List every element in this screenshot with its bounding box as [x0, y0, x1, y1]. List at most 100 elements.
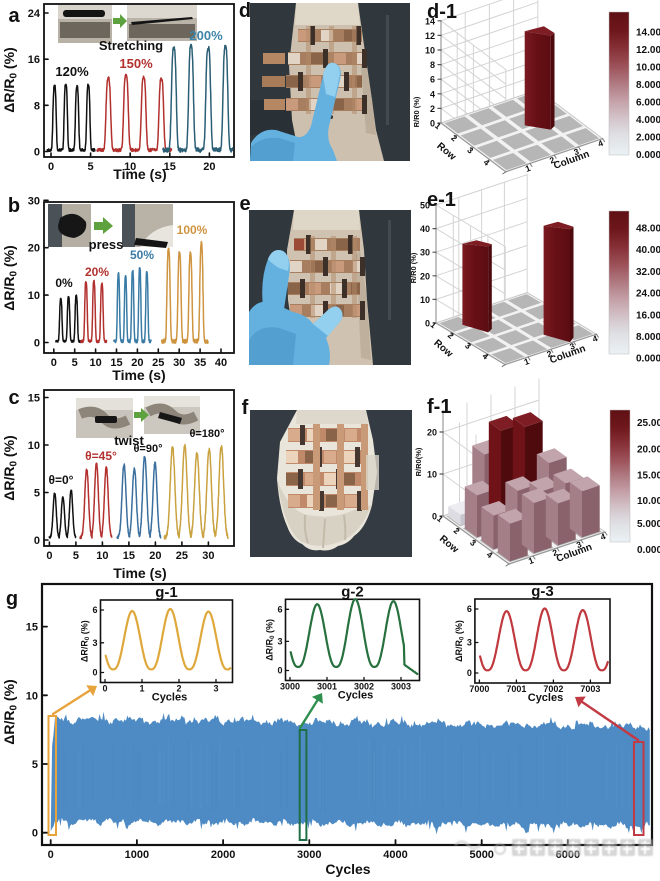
svg-text:40: 40 [420, 224, 430, 234]
svg-text:3: 3 [572, 146, 580, 157]
svg-text:b: b [8, 195, 20, 217]
svg-text:0: 0 [277, 666, 282, 676]
svg-text:15.00: 15.00 [637, 470, 660, 481]
svg-text:2: 2 [545, 348, 553, 359]
svg-text:2000: 2000 [211, 849, 235, 861]
svg-text:4: 4 [597, 138, 605, 149]
svg-text:R/R0(%): R/R0(%) [414, 447, 423, 476]
svg-text:35: 35 [194, 357, 206, 369]
svg-text:15: 15 [26, 622, 38, 634]
svg-text:10: 10 [124, 161, 136, 173]
svg-text:c: c [8, 387, 19, 409]
svg-text:e-1: e-1 [427, 189, 456, 211]
svg-text:0: 0 [92, 668, 97, 678]
svg-text:d-1: d-1 [427, 1, 457, 23]
svg-text:3003: 3003 [391, 682, 411, 692]
svg-text:10: 10 [89, 357, 101, 369]
svg-text:2: 2 [449, 133, 459, 144]
svg-text:25.00: 25.00 [637, 418, 660, 429]
svg-text:8.000: 8.000 [636, 80, 660, 91]
svg-text:d: d [239, 0, 251, 22]
svg-text:Cycles: Cycles [528, 692, 563, 704]
svg-text:3000: 3000 [280, 682, 300, 692]
svg-text:Cycles: Cycles [325, 861, 370, 877]
svg-text:ΔR/R0 (%): ΔR/R0 (%) [80, 620, 92, 662]
svg-text:ΔR/R0 (%): ΔR/R0 (%) [265, 619, 277, 661]
svg-text:0%: 0% [55, 276, 73, 290]
svg-text:10: 10 [420, 295, 430, 305]
svg-text:20: 20 [427, 428, 437, 438]
svg-text:25: 25 [152, 357, 164, 369]
svg-text:7000: 7000 [469, 684, 489, 694]
svg-text:20: 20 [420, 271, 430, 281]
svg-text:4000: 4000 [383, 849, 407, 861]
svg-text:7002: 7002 [543, 684, 563, 694]
svg-text:15: 15 [28, 393, 40, 405]
svg-text:0.000: 0.000 [636, 354, 660, 365]
svg-text:1: 1 [527, 555, 535, 566]
svg-text:2: 2 [551, 547, 559, 558]
svg-text:R/R0 (%): R/R0 (%) [409, 252, 418, 283]
svg-text:0: 0 [467, 668, 472, 678]
svg-text:20: 20 [28, 243, 40, 255]
svg-text:100%: 100% [177, 223, 208, 237]
svg-text:ΔR/R0 (%): ΔR/R0 (%) [1, 435, 20, 500]
svg-text:3: 3 [463, 340, 473, 351]
svg-text:30: 30 [173, 357, 185, 369]
svg-text:g-3: g-3 [531, 583, 554, 600]
svg-text:30: 30 [420, 248, 430, 258]
svg-text:20: 20 [149, 550, 161, 562]
svg-text:3: 3 [213, 684, 218, 694]
svg-text:0: 0 [48, 161, 54, 173]
svg-text:30: 30 [28, 195, 40, 207]
svg-text:a: a [8, 5, 20, 27]
svg-text:Stretching: Stretching [99, 38, 163, 53]
svg-text:0: 0 [432, 512, 437, 522]
svg-text:ΔR/R0 (%): ΔR/R0 (%) [1, 245, 20, 310]
svg-text:3: 3 [277, 636, 282, 646]
svg-text:3001: 3001 [317, 682, 337, 692]
svg-text:150%: 150% [119, 56, 153, 71]
svg-text:0: 0 [48, 849, 54, 861]
svg-text:20: 20 [131, 357, 143, 369]
svg-text:40: 40 [215, 357, 227, 369]
svg-text:4: 4 [430, 89, 435, 99]
svg-text:5: 5 [73, 550, 79, 562]
svg-text:0: 0 [32, 828, 38, 840]
svg-text:0: 0 [102, 684, 107, 694]
svg-text:6.000: 6.000 [636, 97, 660, 108]
svg-text:7003: 7003 [580, 684, 600, 694]
svg-text:0: 0 [34, 147, 40, 159]
svg-text:ΔR/R0 (%): ΔR/R0 (%) [1, 47, 20, 112]
svg-text:4: 4 [481, 351, 491, 362]
svg-text:40.00: 40.00 [636, 245, 660, 256]
svg-text:120%: 120% [55, 64, 89, 79]
svg-text:Cycles: Cycles [338, 690, 373, 702]
svg-text:f-1: f-1 [427, 396, 451, 418]
svg-text:twist: twist [114, 433, 144, 448]
svg-text:1: 1 [435, 513, 445, 524]
svg-text:20.00: 20.00 [637, 444, 660, 455]
svg-text:3000: 3000 [297, 849, 321, 861]
svg-text:3: 3 [468, 537, 478, 548]
svg-text:1000: 1000 [125, 849, 149, 861]
svg-text:6: 6 [430, 75, 435, 85]
svg-text:10: 10 [26, 690, 38, 702]
svg-text:10: 10 [427, 470, 437, 480]
svg-text:2: 2 [446, 330, 456, 341]
svg-text:6: 6 [92, 605, 97, 615]
svg-text:0: 0 [46, 550, 52, 562]
svg-text:3: 3 [575, 539, 583, 550]
svg-text:θ=0°: θ=0° [49, 473, 74, 487]
svg-text:14.00: 14.00 [636, 27, 660, 38]
svg-text:Time (s): Time (s) [113, 565, 166, 581]
svg-text:2: 2 [452, 525, 462, 536]
svg-text:2: 2 [430, 104, 435, 114]
svg-text:4: 4 [599, 531, 607, 542]
svg-text:ΔR/R0 (%): ΔR/R0 (%) [454, 620, 466, 662]
svg-text:10: 10 [28, 290, 40, 302]
svg-text:15: 15 [164, 161, 176, 173]
svg-text:4: 4 [485, 549, 495, 560]
svg-text:200%: 200% [189, 28, 223, 43]
svg-text:2.000: 2.000 [636, 132, 660, 143]
